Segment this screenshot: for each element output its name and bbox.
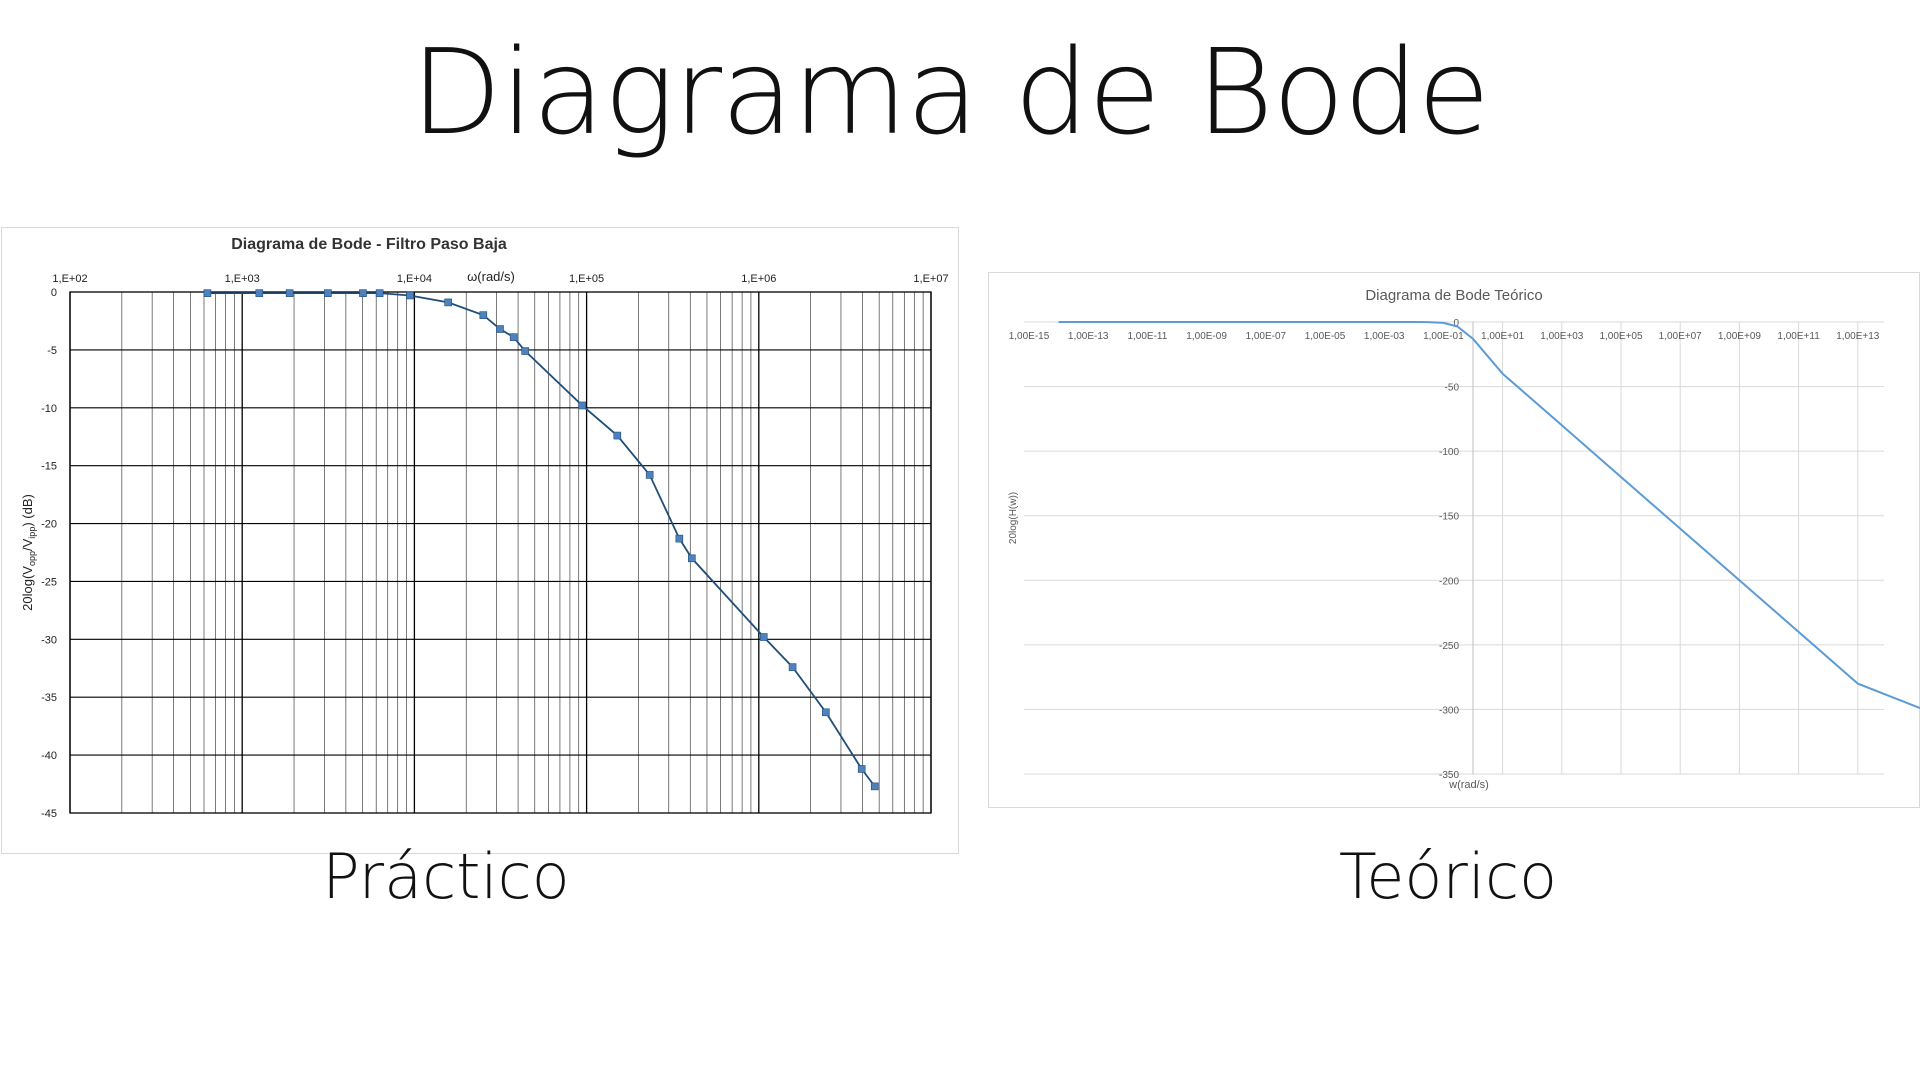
- y-tick-label: -40: [41, 750, 57, 762]
- y-tick-label: 0: [51, 287, 57, 299]
- y-axis-label-part: ) (dB): [20, 494, 35, 527]
- x-tick-label: 1,00E-11: [1127, 331, 1167, 342]
- data-point: [521, 347, 529, 355]
- practical-bode-chart: Diagrama de Bode - Filtro Paso Baja 1,E+0…: [20, 236, 949, 820]
- theoretical-caption: Teórico: [1338, 840, 1558, 913]
- y-axis-label-part: 20log(V: [20, 566, 35, 611]
- x-tick-label: 1,00E+13: [1836, 331, 1880, 342]
- data-point: [509, 333, 518, 341]
- y-tick-label: -250: [1439, 641, 1459, 652]
- y-tick-label: -350: [1439, 770, 1459, 781]
- data-point: [688, 554, 696, 563]
- practical-chart-panel: Diagrama de Bode - Filtro Paso Baja 1,E+0…: [1, 227, 959, 854]
- x-tick-label: 1,00E-13: [1068, 331, 1109, 342]
- data-point: [759, 633, 768, 641]
- data-point: [479, 311, 488, 319]
- x-tick-label: 1,00E-07: [1246, 331, 1287, 342]
- data-point: [857, 765, 866, 773]
- data-point: [870, 782, 879, 791]
- series-line: [207, 292, 876, 787]
- y-tick-label: -45: [41, 808, 57, 820]
- x-tick-label: 1,00E-03: [1364, 331, 1405, 342]
- data-point: [613, 431, 622, 440]
- x-tick-label: 1,00E+05: [1599, 331, 1643, 342]
- y-tick-label: -100: [1439, 447, 1459, 458]
- data-point: [645, 471, 654, 479]
- y-axis-label-subscript: opp: [27, 551, 37, 566]
- y-axis-label: 20log(H(w)): [1008, 492, 1019, 544]
- x-tick-label: 1,E+04: [397, 273, 432, 285]
- x-tick-label: 1,00E+09: [1718, 331, 1762, 342]
- data-point: [285, 289, 294, 297]
- slide-title: Diagrama de Bode: [410, 23, 1490, 161]
- data-point: [375, 289, 384, 297]
- y-axis-label-part: /V: [20, 538, 35, 551]
- x-tick-label: 1,00E-09: [1186, 331, 1227, 342]
- x-tick-label: 1,E+03: [225, 273, 260, 285]
- theoretical-chart-panel: Diagrama de Bode Teórico 1,00E-15 1,00E-13…: [988, 272, 1920, 808]
- x-tick-label: 1,00E+01: [1481, 331, 1525, 342]
- y-tick-label: -150: [1439, 512, 1459, 523]
- x-tick-label: 1,00E-01: [1423, 331, 1464, 342]
- x-tick-label: 1,00E-15: [1009, 331, 1050, 342]
- plot-area-frame: [69, 291, 932, 814]
- x-tick-label: 1,00E+11: [1777, 331, 1820, 342]
- y-tick-label: -30: [41, 634, 57, 646]
- data-point: [675, 534, 684, 543]
- x-tick-label: 1,00E+07: [1659, 331, 1703, 342]
- x-tick-label: 1,E+05: [569, 273, 604, 285]
- data-point: [788, 663, 797, 671]
- data-point: [324, 289, 332, 297]
- x-tick-label: 1,E+07: [913, 273, 948, 285]
- y-tick-label: -15: [41, 461, 57, 473]
- y-tick-label: -5: [47, 345, 57, 357]
- y-tick-label: -10: [41, 403, 57, 415]
- y-tick-label: -200: [1439, 576, 1459, 587]
- theoretical-bode-chart: Diagrama de Bode Teórico 1,00E-15 1,00E-13…: [1008, 287, 1920, 791]
- x-tick-label: 1,E+06: [741, 273, 776, 285]
- chart-title: Diagrama de Bode Teórico: [1365, 287, 1542, 304]
- y-tick-label: -25: [41, 576, 57, 588]
- y-tick-label: 0: [1453, 318, 1459, 329]
- y-axis-label: 20log(Vopp/Vipp) (dB): [20, 494, 37, 611]
- x-tick-label: 1,E+02: [52, 273, 87, 285]
- y-tick-label: -35: [41, 692, 57, 704]
- x-tick-label: 1,00E+03: [1540, 331, 1584, 342]
- data-point: [578, 401, 586, 410]
- chart-title: Diagrama de Bode - Filtro Paso Baja: [231, 236, 507, 253]
- series-line: [1058, 321, 1920, 710]
- data-point: [359, 289, 367, 297]
- data-point: [822, 708, 830, 717]
- data-point: [203, 289, 212, 297]
- practical-caption: Práctico: [322, 840, 570, 913]
- data-point: [255, 289, 264, 297]
- data-point: [406, 291, 414, 300]
- x-axis-label: w(rad/s): [1448, 779, 1489, 791]
- data-point: [496, 325, 504, 333]
- y-tick-label: -300: [1439, 705, 1459, 716]
- y-tick-label: -50: [1445, 383, 1460, 394]
- y-axis-label-subscript: ipp: [27, 527, 37, 539]
- x-axis-label: ω(rad/s): [467, 269, 515, 284]
- x-tick-label: 1,00E-05: [1305, 331, 1346, 342]
- y-tick-label: -20: [41, 519, 57, 531]
- data-point: [444, 298, 452, 307]
